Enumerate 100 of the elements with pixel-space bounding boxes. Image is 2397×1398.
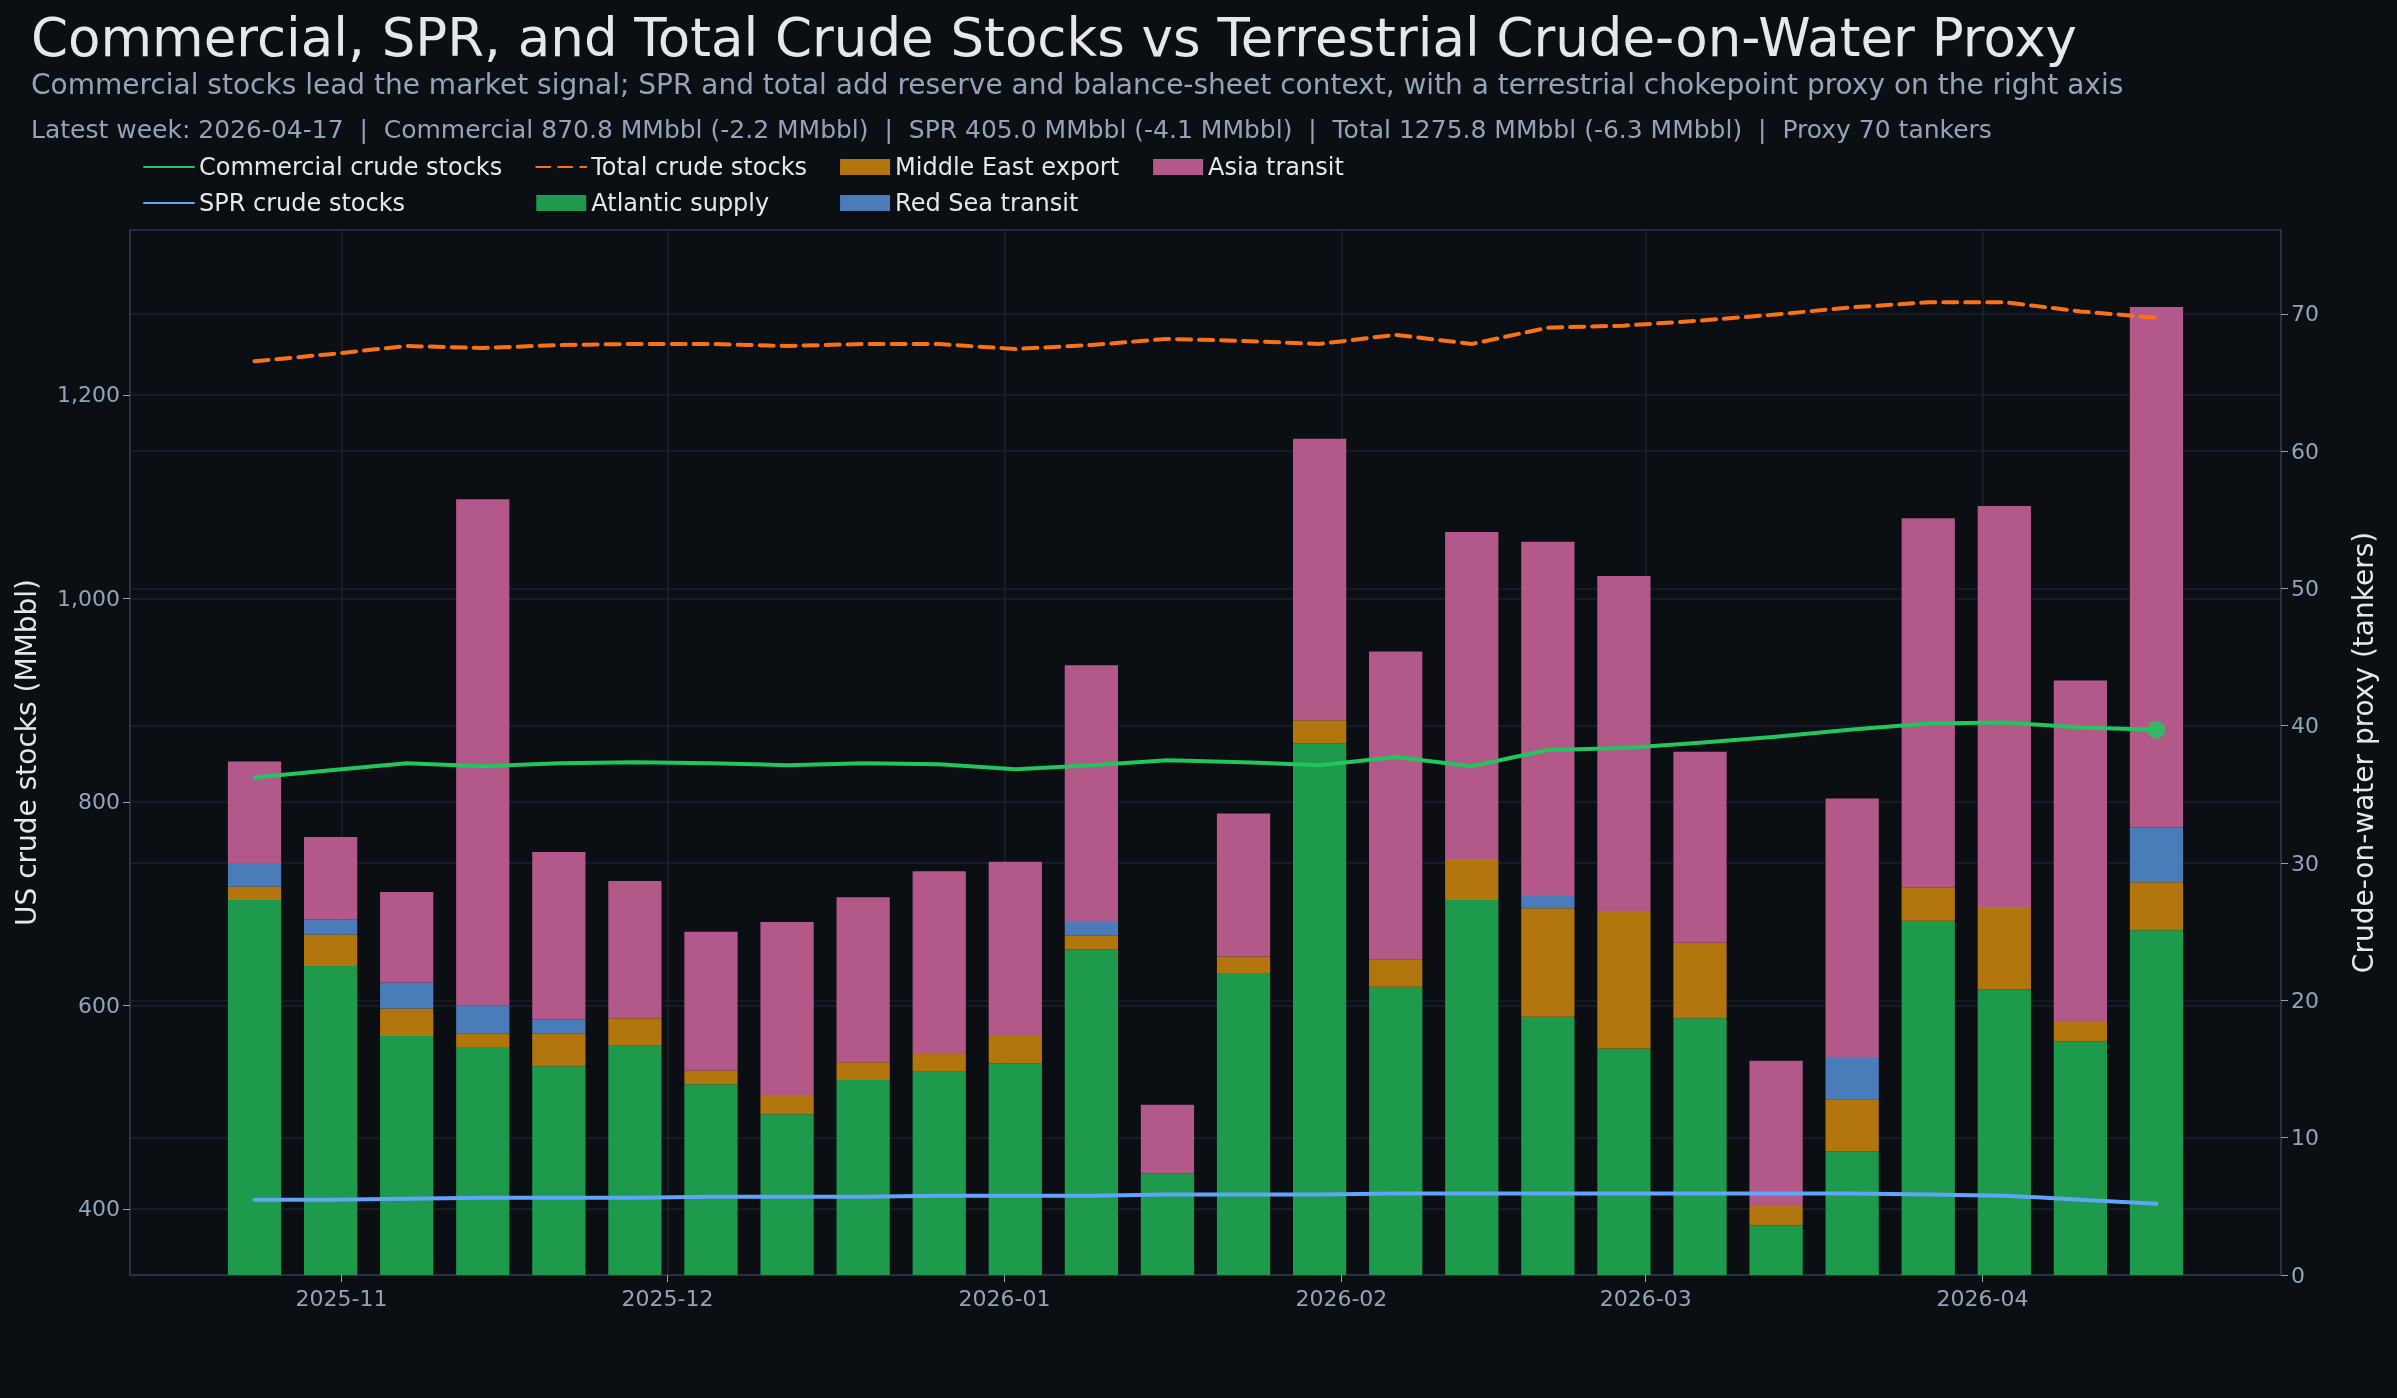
bar [912,1053,966,1072]
bar [1977,506,2031,907]
bar [532,1033,586,1067]
bar [532,1066,586,1275]
bar [1673,942,1727,1019]
bar [2129,882,2184,931]
bar [1597,1048,1651,1275]
bar [760,922,814,1096]
y-axis-title: US crude stocks (MMbbl) [9,578,43,927]
bar [1901,887,1955,921]
bar [456,499,510,1006]
y2-tick-label: 30 [2291,850,2319,876]
bar [1521,1016,1575,1275]
bar [380,982,434,1009]
bar [1064,922,1119,936]
x-tick-label: 2026-03 [1599,1285,1692,1311]
legend-label: Atlantic supply [591,189,770,217]
bar [836,1062,890,1081]
bar [1749,1060,1803,1205]
bar [1521,908,1575,1017]
y2-tick-label: 40 [2291,713,2319,739]
bar [456,1047,510,1275]
bar [1901,518,1955,888]
legend-label: Total crude stocks [590,153,808,181]
chart-title: Commercial, SPR, and Total Crude Stocks vs Terrestrial Crude-on-Water Proxy [31,7,2077,68]
bar [1292,720,1347,744]
y2-tick-label: 60 [2291,438,2319,464]
bar [456,1033,510,1048]
bar [684,1084,738,1275]
y-tick-label: 400 [78,1196,120,1222]
bar [1597,911,1651,1049]
bar [1977,989,2031,1275]
bar [1292,438,1347,721]
bar [1216,972,1271,1275]
line-series [252,300,2159,364]
bar [1749,1204,1803,1226]
x-tick-label: 2025-12 [621,1285,714,1311]
y2-tick-label: 10 [2291,1125,2319,1151]
x-tick-label: 2025-11 [295,1285,388,1311]
bar [1292,743,1347,1275]
bar [760,1114,814,1275]
bar [1369,651,1423,960]
bar [303,919,358,935]
bar [1064,665,1119,923]
bar [1901,920,1955,1275]
y-tick-label: 800 [78,789,120,815]
bar [1064,935,1119,950]
bar [1140,1104,1195,1174]
legend-label: Asia transit [1208,153,1344,181]
y2-tick-label: 20 [2291,987,2319,1013]
legend-label: Middle East export [895,153,1120,181]
bar [2053,1041,2108,1275]
bar [380,1036,434,1275]
bar [303,934,358,967]
chart-subtitle: Commercial stocks lead the market signal; SPR and total add reserve and balance-sheet context, with a terrestrial chokepoint proxy on the right axis [31,67,2124,101]
bar [1673,751,1727,943]
y-tick-label: 600 [78,992,120,1018]
bar [2053,680,2108,1021]
bar [912,1071,966,1275]
bar [836,897,890,1063]
bar [1216,956,1271,973]
legend-label: SPR crude stocks [199,189,406,217]
legend-label: Commercial crude stocks [199,153,503,181]
y2-tick-label: 50 [2291,575,2319,601]
bar [608,1018,662,1046]
bar [608,1045,662,1275]
bar [2053,1020,2108,1042]
bar [1521,896,1575,909]
bar [1977,906,2031,990]
y2-tick-label: 0 [2291,1262,2305,1288]
bar [456,1005,510,1034]
bar [1749,1225,1803,1275]
bar [1825,1151,1879,1275]
bar [2129,306,2184,828]
bar [2129,827,2184,883]
y2-tick-label: 70 [2291,301,2319,327]
y2-axis-title: Crude-on-water proxy (tankers) [2346,531,2380,974]
bar [836,1080,890,1275]
bar [227,900,282,1275]
bar [1064,949,1119,1275]
y-tick-label: 1,200 [57,382,120,408]
y-tick-label: 1,000 [57,585,120,611]
bar [1369,959,1423,987]
x-tick-label: 2026-02 [1295,1285,1388,1311]
bar [380,1008,434,1037]
bar [227,886,282,901]
bar [988,861,1042,1037]
line-series [252,1191,2159,1206]
bar [303,836,358,920]
bar [2129,930,2184,1275]
bar [1445,858,1499,901]
bar [1673,1018,1727,1275]
bar [760,1095,814,1115]
bar [1369,986,1423,1275]
bar [988,1063,1042,1275]
bar [684,931,738,1071]
bar [1825,1099,1879,1152]
bar [532,1019,586,1034]
bar [1445,532,1499,859]
bar [303,966,358,1275]
